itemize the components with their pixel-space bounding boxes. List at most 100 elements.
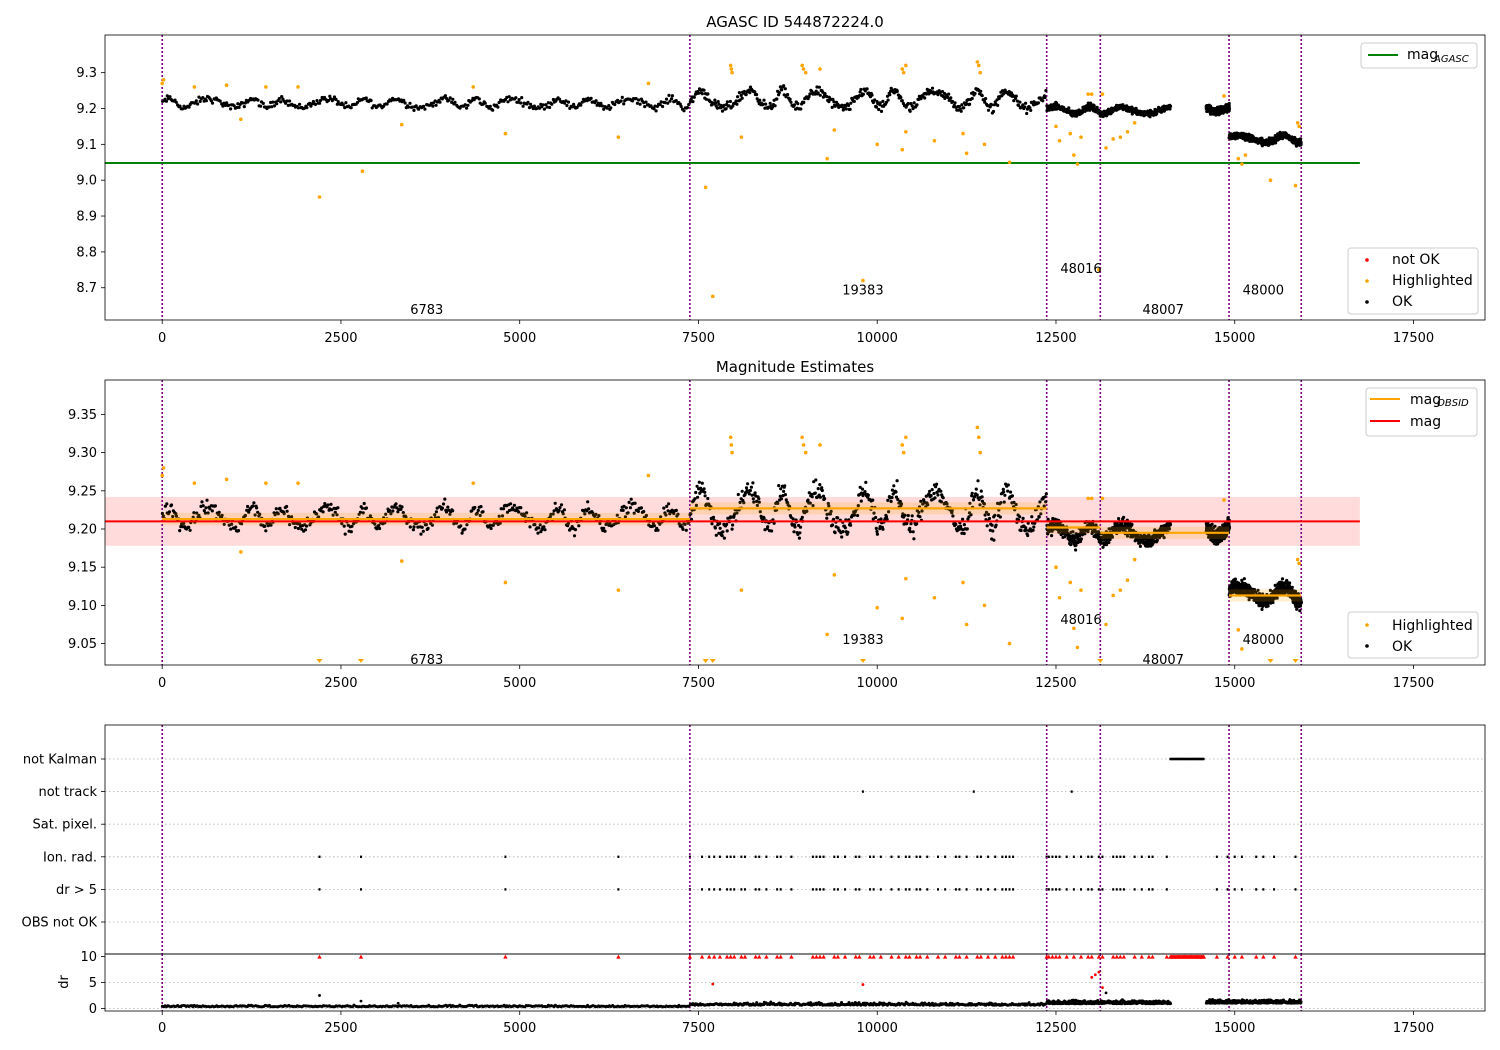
ok-point <box>516 100 520 104</box>
ok-point <box>696 91 701 95</box>
ok-point <box>206 511 210 515</box>
ok-point <box>587 507 591 511</box>
ok-point <box>499 507 503 511</box>
ok-point <box>827 504 831 508</box>
highlighted-point <box>1007 641 1012 646</box>
highlighted-point <box>1075 162 1080 166</box>
ok-point <box>174 512 178 516</box>
highlighted-point <box>503 131 508 136</box>
ok-point <box>973 495 977 499</box>
ok-point <box>517 510 521 514</box>
ok-point <box>500 514 505 518</box>
ok-point <box>906 101 910 106</box>
ok-point <box>270 105 274 109</box>
ok-point <box>685 106 690 110</box>
ok-point <box>786 93 790 97</box>
ok-point <box>991 529 995 533</box>
ok-point <box>674 508 678 512</box>
ok-point <box>714 533 718 537</box>
ok-point <box>221 104 225 108</box>
ok-point <box>210 509 214 513</box>
ok-point <box>954 522 958 527</box>
ok-point <box>988 528 992 532</box>
y-tick-label: 9.35 <box>68 408 97 423</box>
ok-point <box>858 90 862 94</box>
ok-point <box>488 104 492 108</box>
ok-point <box>808 501 812 505</box>
ok-point <box>849 101 853 105</box>
ok-point <box>942 91 947 96</box>
ok-point <box>638 102 642 106</box>
ok-point <box>857 94 862 98</box>
highlighted-point <box>975 60 980 64</box>
ok-point <box>720 109 725 113</box>
ok-point <box>959 109 963 113</box>
ok-point <box>441 502 446 506</box>
highlighted-point <box>264 85 268 89</box>
ok-point <box>908 526 912 531</box>
ok-point <box>871 498 875 502</box>
ok-point <box>991 109 996 114</box>
ok-point <box>332 95 337 99</box>
ok-point <box>1079 537 1083 541</box>
highlighted-point <box>1222 94 1226 98</box>
ok-point <box>602 107 606 111</box>
ok-point <box>670 97 674 101</box>
ok-point <box>161 514 165 518</box>
ok-point <box>750 493 754 497</box>
ok-point <box>328 94 332 98</box>
highlighted-point <box>803 450 808 455</box>
ok-point <box>739 93 743 97</box>
ok-point <box>410 105 414 109</box>
ok-point <box>1288 581 1292 585</box>
ok-point <box>246 504 250 509</box>
flag-point <box>726 855 729 858</box>
ok-point <box>218 99 222 103</box>
clipped-marker <box>1267 659 1274 663</box>
ok-point <box>932 491 936 496</box>
obsid-label: 6783 <box>410 653 443 668</box>
ok-point <box>205 498 209 502</box>
ok-point <box>670 94 675 98</box>
x-tick-label: 7500 <box>682 676 715 691</box>
highlighted-point <box>818 67 822 71</box>
ok-point <box>742 501 746 505</box>
flag-label: not track <box>38 785 97 800</box>
ok-point <box>665 504 669 508</box>
highlighted-point <box>832 128 837 132</box>
highlighted-point <box>875 605 880 610</box>
ok-point <box>664 513 668 517</box>
ok-point <box>391 509 395 513</box>
ok-point <box>267 105 271 109</box>
ok-point <box>902 522 906 526</box>
ok-point <box>519 506 523 510</box>
ok-point <box>946 95 950 99</box>
ok-point <box>318 101 322 105</box>
ok-point <box>808 92 812 96</box>
ok-point <box>998 515 1002 519</box>
y-tick-label: 9.20 <box>68 522 97 537</box>
ok-point <box>1148 115 1152 119</box>
ok-point <box>1061 105 1066 109</box>
flag-point <box>743 855 746 858</box>
ok-point <box>1067 106 1071 110</box>
ok-point <box>269 523 273 527</box>
flag-point <box>359 855 362 858</box>
ok-point <box>465 106 469 110</box>
ok-point <box>204 99 208 103</box>
ok-point <box>253 513 257 517</box>
ok-point <box>288 99 292 103</box>
highlighted-point <box>900 67 905 71</box>
obsid-label: 6783 <box>410 303 443 318</box>
ok-point <box>766 525 770 529</box>
ok-point <box>817 85 822 89</box>
ok-point <box>984 97 988 101</box>
ok-point <box>656 528 660 532</box>
highlighted-point <box>730 70 734 75</box>
ok-point <box>240 522 244 526</box>
ok-point <box>200 500 204 504</box>
highlighted-point <box>1125 578 1130 582</box>
ok-point <box>203 511 207 515</box>
ok-point <box>459 524 463 528</box>
ok-point <box>928 489 932 493</box>
